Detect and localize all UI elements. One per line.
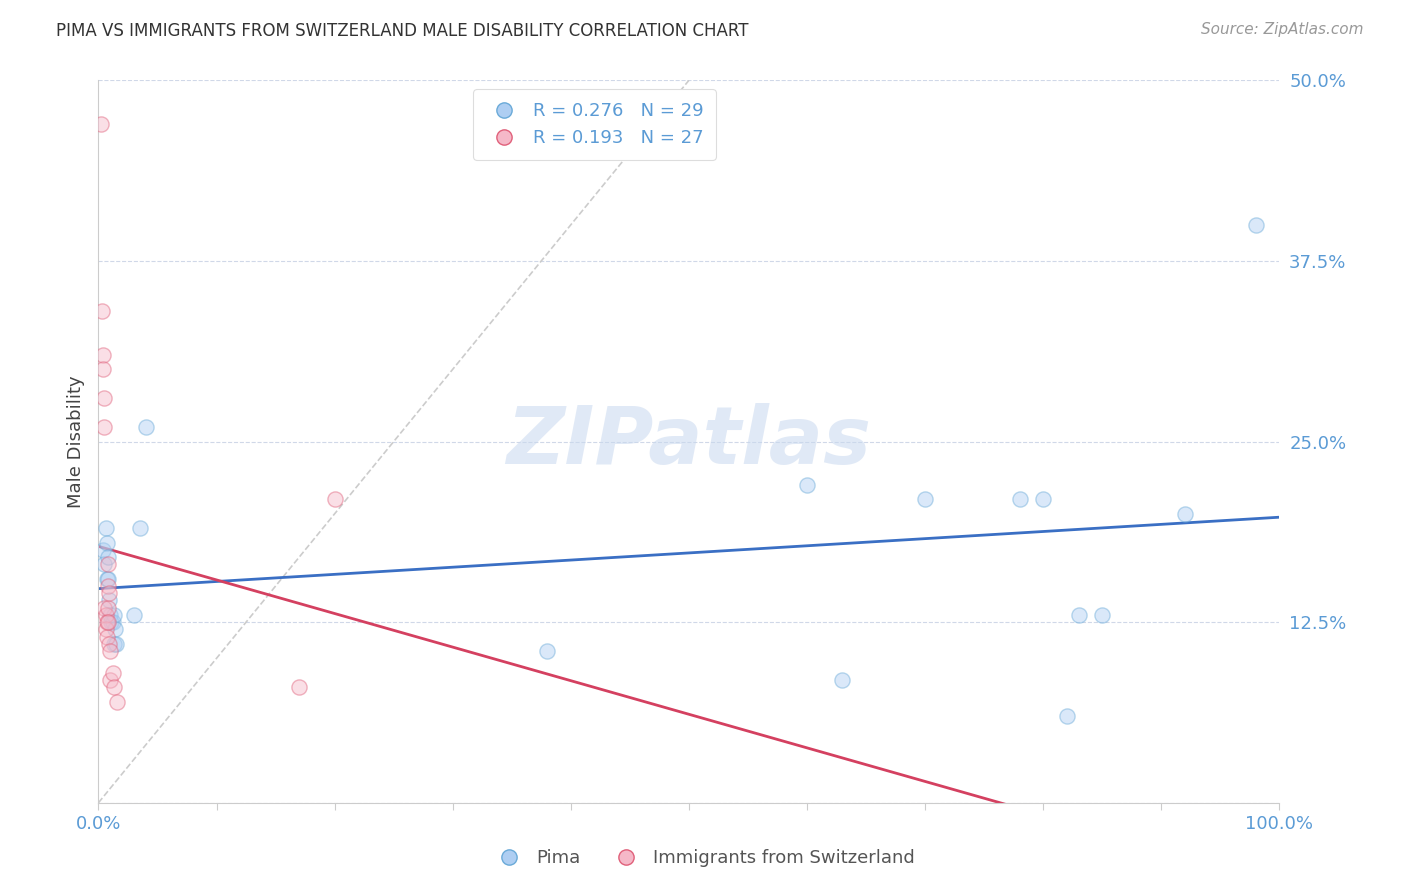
Point — [1067, 607, 1090, 622]
Point — [105, 637, 128, 651]
Point — [90, 117, 112, 131]
Point — [101, 665, 124, 680]
Point — [100, 615, 122, 630]
Point — [97, 579, 120, 593]
Point — [97, 572, 120, 586]
Point — [94, 607, 117, 622]
Text: Source: ZipAtlas.com: Source: ZipAtlas.com — [1201, 22, 1364, 37]
Point — [98, 586, 121, 600]
Point — [1244, 218, 1267, 232]
Point — [1174, 507, 1197, 521]
Point — [323, 492, 346, 507]
Point — [97, 550, 120, 565]
Point — [101, 615, 124, 630]
Point — [105, 695, 128, 709]
Point — [93, 420, 115, 434]
Point — [97, 558, 120, 572]
Point — [93, 600, 115, 615]
Point — [96, 615, 118, 630]
Point — [104, 623, 127, 637]
Point — [1091, 607, 1114, 622]
Legend: R = 0.276   N = 29, R = 0.193   N = 27: R = 0.276 N = 29, R = 0.193 N = 27 — [472, 89, 716, 160]
Point — [94, 521, 117, 535]
Point — [98, 593, 121, 607]
Point — [1056, 709, 1078, 723]
Point — [93, 391, 115, 405]
Point — [91, 304, 114, 318]
Point — [536, 644, 558, 658]
Point — [98, 607, 121, 622]
Point — [91, 362, 114, 376]
Point — [914, 492, 936, 507]
Point — [97, 600, 120, 615]
Point — [1008, 492, 1031, 507]
Point — [98, 644, 121, 658]
Legend: Pima, Immigrants from Switzerland: Pima, Immigrants from Switzerland — [484, 842, 922, 874]
Point — [103, 607, 125, 622]
Point — [91, 348, 114, 362]
Y-axis label: Male Disability: Male Disability — [66, 376, 84, 508]
Point — [98, 673, 121, 687]
Point — [96, 572, 118, 586]
Point — [93, 558, 115, 572]
Point — [98, 637, 121, 651]
Point — [1032, 492, 1054, 507]
Text: ZIPatlas: ZIPatlas — [506, 402, 872, 481]
Point — [288, 680, 311, 694]
Point — [96, 630, 118, 644]
Point — [796, 478, 818, 492]
Point — [94, 623, 117, 637]
Point — [831, 673, 853, 687]
Point — [103, 680, 125, 694]
Point — [97, 615, 120, 630]
Point — [103, 637, 125, 651]
Point — [135, 420, 157, 434]
Text: PIMA VS IMMIGRANTS FROM SWITZERLAND MALE DISABILITY CORRELATION CHART: PIMA VS IMMIGRANTS FROM SWITZERLAND MALE… — [56, 22, 749, 40]
Point — [91, 542, 114, 557]
Point — [96, 535, 118, 549]
Point — [128, 521, 150, 535]
Point — [122, 607, 145, 622]
